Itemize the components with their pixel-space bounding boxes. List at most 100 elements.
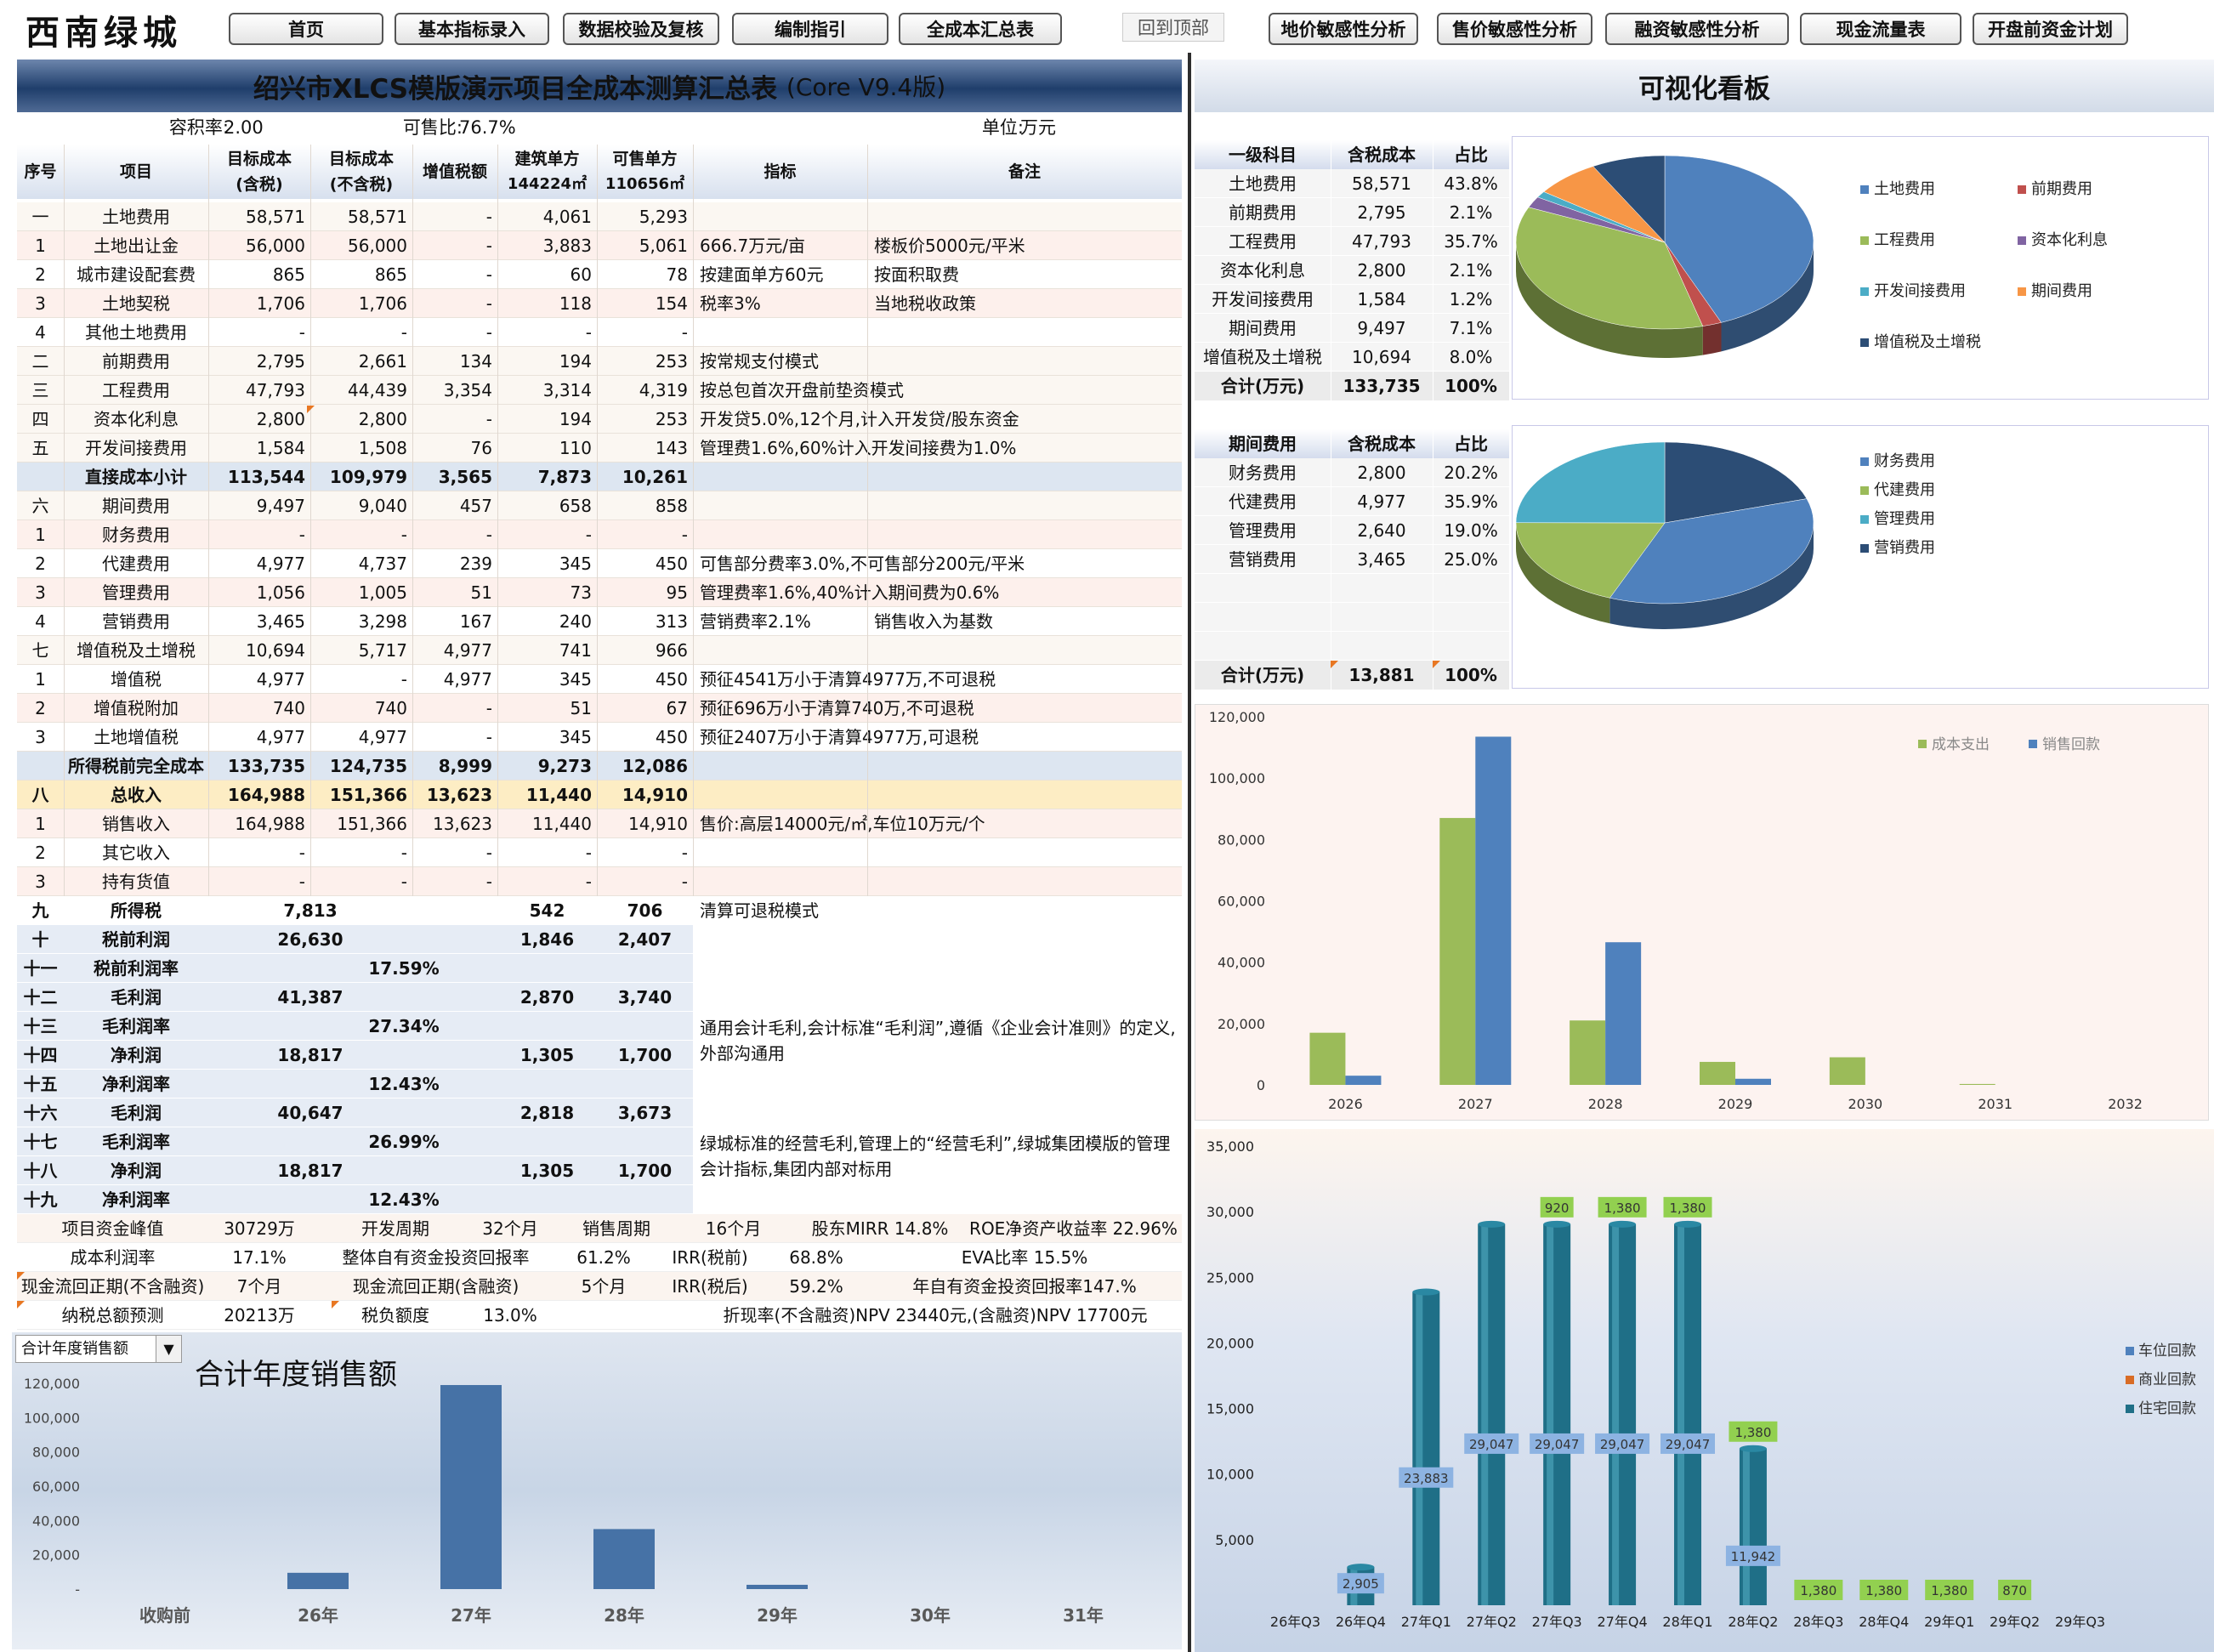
data-label: 2,905 — [1343, 1576, 1379, 1592]
row-value: 2,795 — [256, 351, 305, 372]
pie-table-total-value: 133,735 — [1343, 376, 1421, 396]
legend-label: 资本化利息 — [2031, 231, 2108, 249]
profit-seq: 十一 — [23, 958, 58, 979]
annual-cashflow-panel: 0 20,000 40,000 60,000 80,000 100,000 120,000 2… — [1195, 704, 2209, 1121]
y-tick-label: 100,000 — [24, 1410, 80, 1426]
row-value: 124,735 — [329, 756, 407, 776]
pie-table-total-label: 合计(万元) — [1220, 665, 1305, 685]
profit-rate: 12.43% — [368, 1189, 440, 1210]
logo: 西南绿城 — [26, 13, 182, 53]
pie-table-cell: 1.2% — [1449, 289, 1493, 309]
back-to-top-button[interactable]: 回到顶部 — [1122, 13, 1224, 42]
row-index: 666.7万元/亩 — [700, 236, 805, 256]
pie-table-row — [1195, 198, 1509, 227]
bar-highlight — [1481, 1223, 1489, 1605]
nav-guide-button[interactable]: 编制指引 — [732, 13, 888, 45]
row-seq: 五 — [31, 438, 49, 458]
sales-bar — [593, 1529, 655, 1589]
pie-table-cell: 7.1% — [1449, 318, 1493, 338]
header-seq: 序号 — [24, 162, 57, 181]
metric-cell: 开发周期 — [361, 1218, 429, 1239]
y-tick-label: 20,000 — [1206, 1335, 1254, 1351]
row-value: 345 — [559, 554, 592, 574]
profit-seq: 十八 — [23, 1161, 58, 1181]
row-index: 预征696万小于清算740万,不可退税 — [700, 698, 974, 718]
sales-bar — [440, 1385, 502, 1589]
legend-swatch — [2126, 1347, 2134, 1355]
profit-total: 41,387 — [277, 987, 343, 1008]
nav-home-button[interactable]: 首页 — [229, 13, 383, 45]
cost-table-row — [17, 665, 1182, 694]
sales-type-select-value: 合计年度销售额 — [21, 1340, 128, 1358]
row-index — [693, 318, 1182, 347]
profit-note-general: 通用会计毛利,会计标准“毛利润”,遵循《企业会计准则》的定义,外部沟通用 — [700, 1018, 1176, 1064]
board-title: 可视化看板 — [1638, 73, 1770, 105]
nav-land-sensitivity-button[interactable]: 地价敏感性分析 — [1269, 13, 1418, 45]
row-value: 11,440 — [525, 785, 592, 805]
nav-basic-input-button[interactable]: 基本指标录入 — [395, 13, 549, 45]
pie-table-row — [1195, 632, 1509, 661]
legend-label: 前期费用 — [2031, 180, 2092, 198]
profit-build — [497, 1070, 597, 1098]
metric-cell: 59.2% — [789, 1276, 843, 1297]
chevron-down-icon[interactable]: ▼ — [156, 1336, 181, 1362]
data-label-bg — [1540, 1196, 1574, 1218]
row-index — [693, 520, 1182, 549]
cost-table-row — [17, 231, 1182, 260]
nav-cashflow-button[interactable]: 现金流量表 — [1800, 13, 1961, 45]
nav-summary-button[interactable]: 全成本汇总表 — [899, 13, 1062, 45]
cost-table-row — [17, 607, 1182, 636]
profit-seq: 十二 — [23, 987, 58, 1008]
revenue-bar — [1735, 1078, 1771, 1085]
row-value: - — [681, 843, 688, 863]
cost-summary-table: 容积率: 2.00 可售比: 76.7% 单位: 万元 序号 项目 目标成本 (含税… — [17, 112, 1182, 1330]
profit-item: 毛利润 — [111, 987, 162, 1008]
row-value: - — [400, 871, 407, 892]
row-remark: 楼板价5000元/平米 — [874, 236, 1025, 256]
row-value: 1,706 — [358, 293, 407, 314]
row-value: 4,977 — [256, 669, 305, 690]
metric-row — [17, 1243, 1182, 1272]
pie-table-cell: 35.9% — [1444, 491, 1498, 512]
profit-seq: 十七 — [23, 1132, 58, 1152]
sales-type-select[interactable]: 合计年度销售额 ▼ — [15, 1335, 182, 1363]
metric-cell: 年自有资金投资回报率147.% — [912, 1276, 1137, 1297]
profit-sell — [597, 1012, 693, 1041]
nav-preopening-plan-button[interactable]: 开盘前资金计划 — [1973, 13, 2128, 45]
header-item: 项目 — [119, 162, 152, 181]
row-seq: 三 — [31, 380, 49, 400]
row-value: - — [485, 322, 492, 343]
row-item: 开发间接费用 — [85, 438, 187, 458]
bar-top — [1347, 1564, 1375, 1571]
row-item: 总收入 — [111, 785, 162, 805]
data-label-bg — [1530, 1433, 1585, 1454]
nav-finance-sensitivity-button[interactable]: 融资敏感性分析 — [1605, 13, 1789, 45]
pie-table-header-cell: 含税成本 — [1348, 434, 1416, 454]
metric-cell: 30729万 — [224, 1218, 295, 1239]
legend-label: 管理费用 — [1874, 510, 1935, 528]
row-item: 直接成本小计 — [85, 467, 187, 487]
cost-table-row — [17, 347, 1182, 376]
row-value: 167 — [459, 611, 492, 632]
row-value: 9,040 — [358, 496, 407, 516]
row-value: 5,061 — [639, 236, 688, 256]
pie-table-row — [1195, 487, 1509, 516]
pie-table-cell: 资本化利息 — [1220, 260, 1305, 281]
pie-table-total-row — [1195, 661, 1509, 690]
nav-data-check-button[interactable]: 数据校验及复核 — [563, 13, 719, 45]
row-item: 所得税前完全成本 — [68, 756, 204, 776]
x-tick-label: 31年 — [1063, 1605, 1104, 1626]
profit-row — [17, 1156, 693, 1185]
nav-price-sensitivity-button[interactable]: 售价敏感性分析 — [1437, 13, 1592, 45]
cost-table-row — [17, 636, 1182, 665]
row-value: 1,056 — [256, 582, 305, 603]
cost-table-row — [17, 318, 1182, 347]
row-value: 345 — [559, 727, 592, 747]
profit-seq: 十四 — [23, 1045, 58, 1065]
pie-table-cell: 工程费用 — [1229, 231, 1297, 252]
profit-seq: 十九 — [23, 1189, 58, 1210]
bar-highlight — [1547, 1223, 1554, 1605]
row-item: 土地出让金 — [94, 236, 179, 256]
pie-table-row — [1195, 516, 1509, 545]
y-tick-label: 60,000 — [32, 1479, 80, 1495]
